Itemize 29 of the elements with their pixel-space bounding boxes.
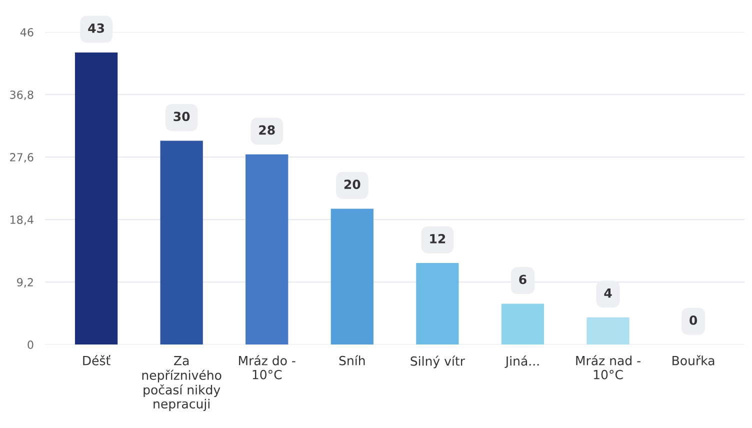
y-tick-label: 36,8	[10, 90, 34, 100]
y-tick-label: 18,4	[10, 216, 34, 226]
bar	[501, 304, 544, 345]
bar	[160, 140, 203, 345]
y-tick-label: 9,2	[17, 278, 33, 288]
y-tick-label: 0	[28, 340, 34, 349]
y-tick-label: 27,6	[10, 153, 34, 163]
data-label: 30	[174, 112, 190, 122]
data-label: 43	[88, 23, 104, 33]
data-label: 6	[519, 274, 526, 284]
data-label: 12	[430, 234, 446, 244]
data-label: 28	[259, 125, 275, 135]
bar	[586, 317, 630, 345]
x-tick-label: Mráz do - 10°C	[239, 355, 296, 380]
bar	[74, 52, 118, 345]
data-label: 20	[344, 180, 360, 190]
x-tick-label: Sníh	[339, 355, 365, 366]
x-tick-label: Mráz nad - 10°C	[576, 355, 640, 380]
y-tick-label: 46	[20, 28, 34, 36]
x-tick-label: Bouřka	[672, 355, 714, 366]
data-label: 0	[690, 315, 698, 325]
bar	[416, 263, 459, 345]
x-tick-label: Silný vítr	[410, 356, 465, 368]
x-tick-label: Déšť	[83, 355, 110, 366]
x-tick-label: Jiná...	[504, 356, 539, 368]
bar	[246, 154, 288, 345]
data-label: 4	[604, 288, 612, 298]
x-tick-label: Za nepříznivého počasí nikdy nepracuji	[142, 356, 222, 411]
bar	[330, 208, 374, 345]
